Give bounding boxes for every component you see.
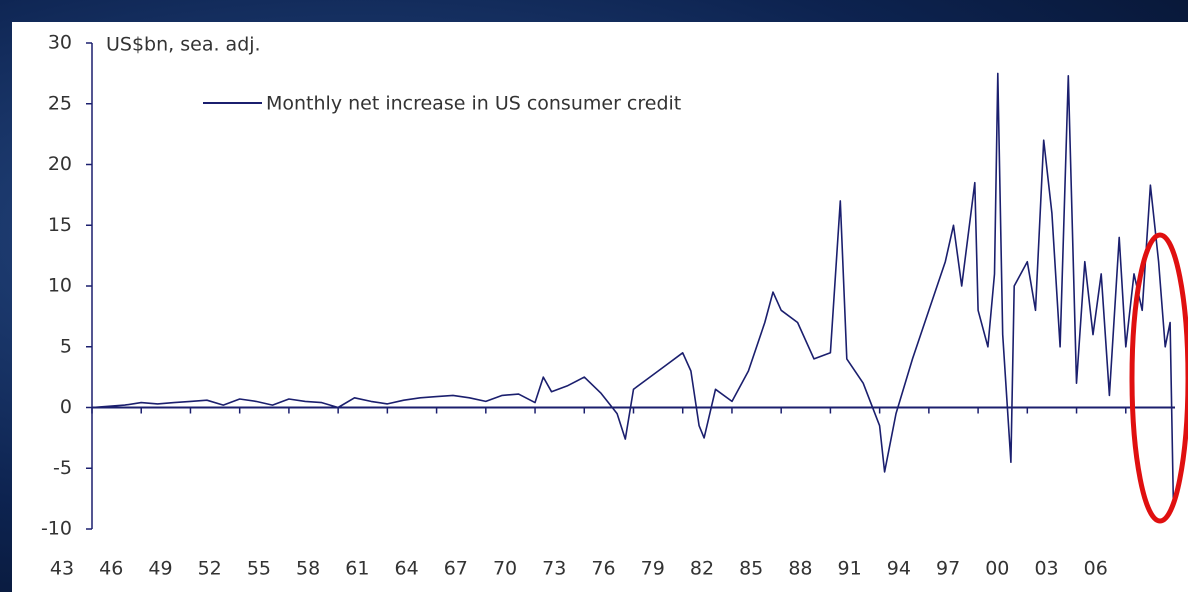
- x-tick-label: 46: [99, 558, 123, 580]
- y-tick-label: 30: [48, 32, 72, 54]
- x-tick-label: 49: [148, 558, 172, 580]
- x-tick-label: 76: [591, 558, 615, 580]
- y-tick-label: 0: [60, 396, 72, 418]
- x-tick-label: 52: [198, 558, 222, 580]
- x-tick-label: 61: [345, 558, 369, 580]
- x-tick-label: 73: [542, 558, 566, 580]
- x-tick-label: 94: [887, 558, 911, 580]
- y-tick-label: 10: [48, 275, 72, 297]
- y-tick-label: 25: [48, 92, 72, 114]
- x-tick-label: 70: [493, 558, 517, 580]
- y-tick-label: -10: [41, 518, 72, 540]
- x-tick-label: 91: [838, 558, 862, 580]
- legend: Monthly net increase in US consumer cred…: [203, 93, 681, 115]
- chart-title: US$bn, sea. adj.: [106, 34, 261, 56]
- x-tick-label: 64: [394, 558, 418, 580]
- y-tick-label: -5: [53, 457, 72, 479]
- x-tick-label: 82: [690, 558, 714, 580]
- x-tick-label: 58: [296, 558, 320, 580]
- y-tick-label: 15: [48, 214, 72, 236]
- x-tick-label: 97: [936, 558, 960, 580]
- x-tick-label: 79: [641, 558, 665, 580]
- x-tick-label: 00: [985, 558, 1009, 580]
- x-tick-label: 03: [1034, 558, 1058, 580]
- x-tick-label: 85: [739, 558, 763, 580]
- x-tick-label: 88: [788, 558, 812, 580]
- x-tick-label: 43: [50, 558, 74, 580]
- x-tick-label: 67: [444, 558, 468, 580]
- x-tick-label: 06: [1084, 558, 1108, 580]
- y-tick-label: 5: [60, 335, 72, 357]
- highlight-ellipse: [1129, 232, 1188, 524]
- x-tick-label: 55: [247, 558, 271, 580]
- legend-label: Monthly net increase in US consumer cred…: [266, 93, 681, 115]
- data-line: [91, 72, 1175, 505]
- y-tick-label: 20: [48, 153, 72, 175]
